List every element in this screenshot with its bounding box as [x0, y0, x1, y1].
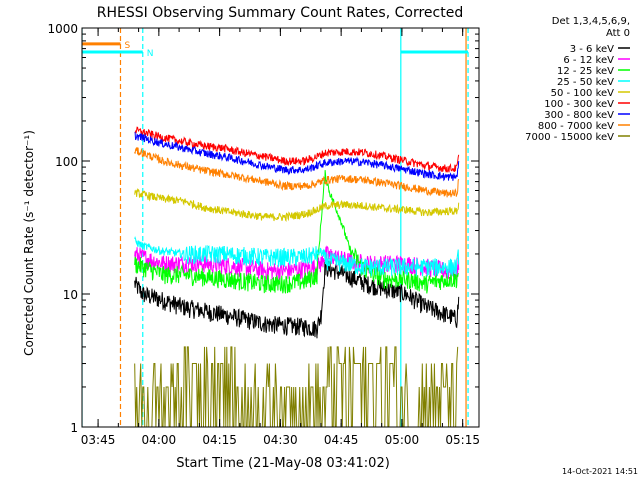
legend-label-1: 6 - 12 keV	[563, 55, 614, 66]
series-line-0	[134, 259, 460, 339]
series-line-5	[134, 126, 460, 173]
y-axis-label: Corrected Count Rate (s⁻¹ detector⁻¹)	[22, 130, 36, 356]
legend-label-7: 800 - 7000 keV	[538, 121, 614, 132]
legend-header-0: Det 1,3,4,5,6,9,	[552, 16, 630, 27]
legend-label-2: 12 - 25 keV	[557, 66, 614, 77]
legend-label-8: 7000 - 15000 keV	[525, 132, 614, 143]
series-line-2	[134, 170, 459, 294]
legend-label-5: 100 - 300 keV	[544, 99, 614, 110]
x-axis-label: Start Time (21-May-08 03:41:02)	[176, 456, 390, 471]
footer-timestamp: 14-Oct-2021 14:51	[562, 467, 638, 476]
x-tick-label-1: 04:00	[142, 433, 177, 447]
y-tick-label-0: 1	[70, 421, 78, 435]
legend-label-0: 3 - 6 keV	[570, 44, 614, 55]
legend-label-6: 300 - 800 keV	[544, 110, 614, 121]
y-tick-label-2: 100	[55, 155, 78, 169]
series-line-7	[134, 147, 460, 198]
x-tick-label-4: 04:45	[324, 433, 359, 447]
plot-frame	[81, 27, 480, 428]
y-tick-label-3: 1000	[47, 22, 78, 36]
x-tick-label-5: 05:00	[385, 433, 420, 447]
flag-label-S: S	[124, 41, 130, 51]
x-tick-label-2: 04:15	[202, 433, 237, 447]
chart-title: RHESSI Observing Summary Count Rates, Co…	[97, 5, 463, 21]
x-tick-label-3: 04:30	[263, 433, 298, 447]
series-line-8	[134, 346, 459, 427]
x-tick-label-0: 03:45	[81, 433, 116, 447]
flag-label-N: N	[147, 49, 154, 59]
series-line-3	[134, 236, 460, 277]
legend-label-4: 50 - 100 keV	[551, 88, 615, 99]
legend-header-1: Att 0	[606, 28, 630, 39]
legend-label-3: 25 - 50 keV	[557, 77, 614, 88]
series-line-6	[134, 131, 460, 182]
y-tick-label-1: 10	[63, 288, 78, 302]
x-tick-label-6: 05:15	[445, 433, 480, 447]
series-line-4	[134, 187, 460, 223]
